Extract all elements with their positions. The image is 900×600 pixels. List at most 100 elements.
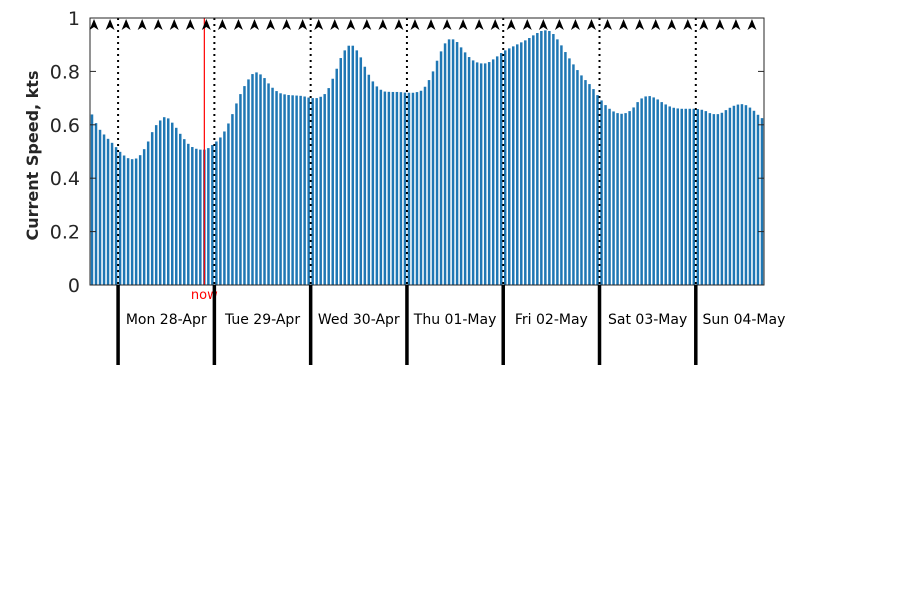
- speed-bar: [227, 123, 230, 285]
- direction-arrow-icon: [426, 19, 436, 30]
- speed-bar: [327, 88, 330, 285]
- direction-arrow-icon: [282, 19, 292, 30]
- speed-bar: [259, 74, 262, 286]
- speed-bar: [207, 148, 210, 285]
- speed-bar: [608, 108, 611, 285]
- y-tick-label: 0.8: [50, 61, 80, 83]
- speed-bar: [760, 118, 764, 286]
- direction-arrow-icon: [474, 19, 484, 30]
- speed-bar: [299, 95, 302, 285]
- speed-bar: [632, 107, 635, 285]
- speed-bar: [106, 138, 110, 285]
- speed-bar: [560, 45, 563, 286]
- day-axis: Mon 28-Apr Tue 29-Apr Wed 30-Apr Thu 01-May…: [116, 285, 785, 365]
- direction-arrow-icon: [683, 19, 693, 30]
- speed-bar: [138, 155, 142, 285]
- direction-arrow-icon: [442, 19, 452, 30]
- speed-bar: [475, 62, 479, 285]
- speed-bar: [423, 86, 427, 285]
- speed-bar: [239, 94, 242, 285]
- speed-bar: [592, 89, 595, 285]
- speed-bar: [467, 57, 471, 285]
- speed-bar: [624, 113, 627, 286]
- speed-bar: [363, 66, 367, 285]
- direction-arrow-icon: [362, 19, 372, 30]
- speed-bar: [283, 94, 286, 285]
- y-tick-label: 0: [68, 275, 80, 297]
- speed-bar: [383, 91, 387, 285]
- speed-bar: [732, 105, 736, 285]
- direction-arrow-icon: [651, 19, 661, 30]
- direction-arrow-icon: [105, 19, 115, 30]
- direction-arrow-icon: [217, 19, 227, 30]
- direction-arrow-icon: [394, 19, 404, 30]
- speed-bar: [343, 50, 346, 286]
- speed-bar: [102, 134, 106, 285]
- speed-bar: [175, 127, 178, 285]
- now-label: now: [191, 288, 218, 303]
- speed-bar: [752, 110, 756, 285]
- day-label: Sun 04-May: [702, 312, 785, 328]
- speed-bar: [483, 63, 487, 285]
- direction-arrow-icon: [699, 19, 709, 30]
- speed-bar: [110, 142, 114, 285]
- speed-bar: [451, 39, 455, 285]
- speed-bar: [94, 123, 98, 285]
- speed-bar: [447, 39, 451, 285]
- speed-bar: [126, 158, 130, 285]
- speed-bar: [367, 74, 371, 286]
- speed-bar: [323, 94, 326, 285]
- speed-bar: [347, 45, 351, 286]
- speed-bar: [154, 125, 158, 285]
- direction-arrow-icon: [249, 19, 259, 30]
- speed-bar: [756, 114, 760, 285]
- direction-arrow-icon: [378, 19, 388, 30]
- y-axis-ticks: 0 0.2 0.4 0.6 0.8 1: [50, 8, 764, 297]
- speed-bar: [331, 78, 334, 286]
- speed-bar: [271, 87, 274, 285]
- speed-bar: [479, 63, 483, 285]
- speed-bar: [359, 57, 363, 285]
- speed-bar: [98, 129, 102, 285]
- speed-bar: [279, 93, 282, 285]
- speed-bar: [455, 42, 459, 285]
- direction-arrow-icon: [185, 19, 195, 30]
- direction-arrow-icon: [266, 19, 276, 30]
- speed-bar: [596, 95, 599, 285]
- speed-bar: [142, 149, 146, 285]
- speed-bar: [499, 53, 503, 285]
- speed-bar: [146, 141, 150, 285]
- speed-bar: [471, 60, 475, 285]
- speed-bar: [251, 74, 254, 285]
- speed-bar: [600, 100, 603, 285]
- speed-bar: [564, 52, 567, 285]
- speed-bar: [315, 98, 318, 285]
- speed-bar: [231, 114, 234, 286]
- speed-bar: [295, 95, 298, 285]
- speed-bar: [187, 143, 190, 285]
- speed-bar: [411, 92, 415, 285]
- speed-bar: [162, 117, 166, 285]
- day-label: Thu 01-May: [413, 312, 497, 328]
- speed-bar: [415, 92, 419, 285]
- speed-bar: [748, 107, 752, 285]
- speed-bar: [391, 91, 395, 286]
- speed-bar: [435, 60, 439, 285]
- speed-bar: [291, 95, 294, 285]
- speed-bar: [431, 71, 435, 286]
- direction-arrow-icon: [153, 19, 163, 30]
- speed-bar: [459, 47, 463, 286]
- speed-bar: [688, 108, 692, 285]
- speed-bar: [463, 52, 467, 285]
- speed-bar: [319, 96, 322, 286]
- y-tick-label: 0.4: [50, 168, 80, 190]
- speed-bar: [158, 120, 162, 286]
- speed-bar: [576, 70, 579, 285]
- day-label: Sat 03-May: [608, 312, 687, 328]
- speed-bar: [672, 107, 675, 285]
- speed-bar: [303, 96, 306, 285]
- direction-arrow-icon: [169, 19, 179, 30]
- speed-bar: [114, 147, 118, 285]
- speed-bar: [195, 148, 198, 285]
